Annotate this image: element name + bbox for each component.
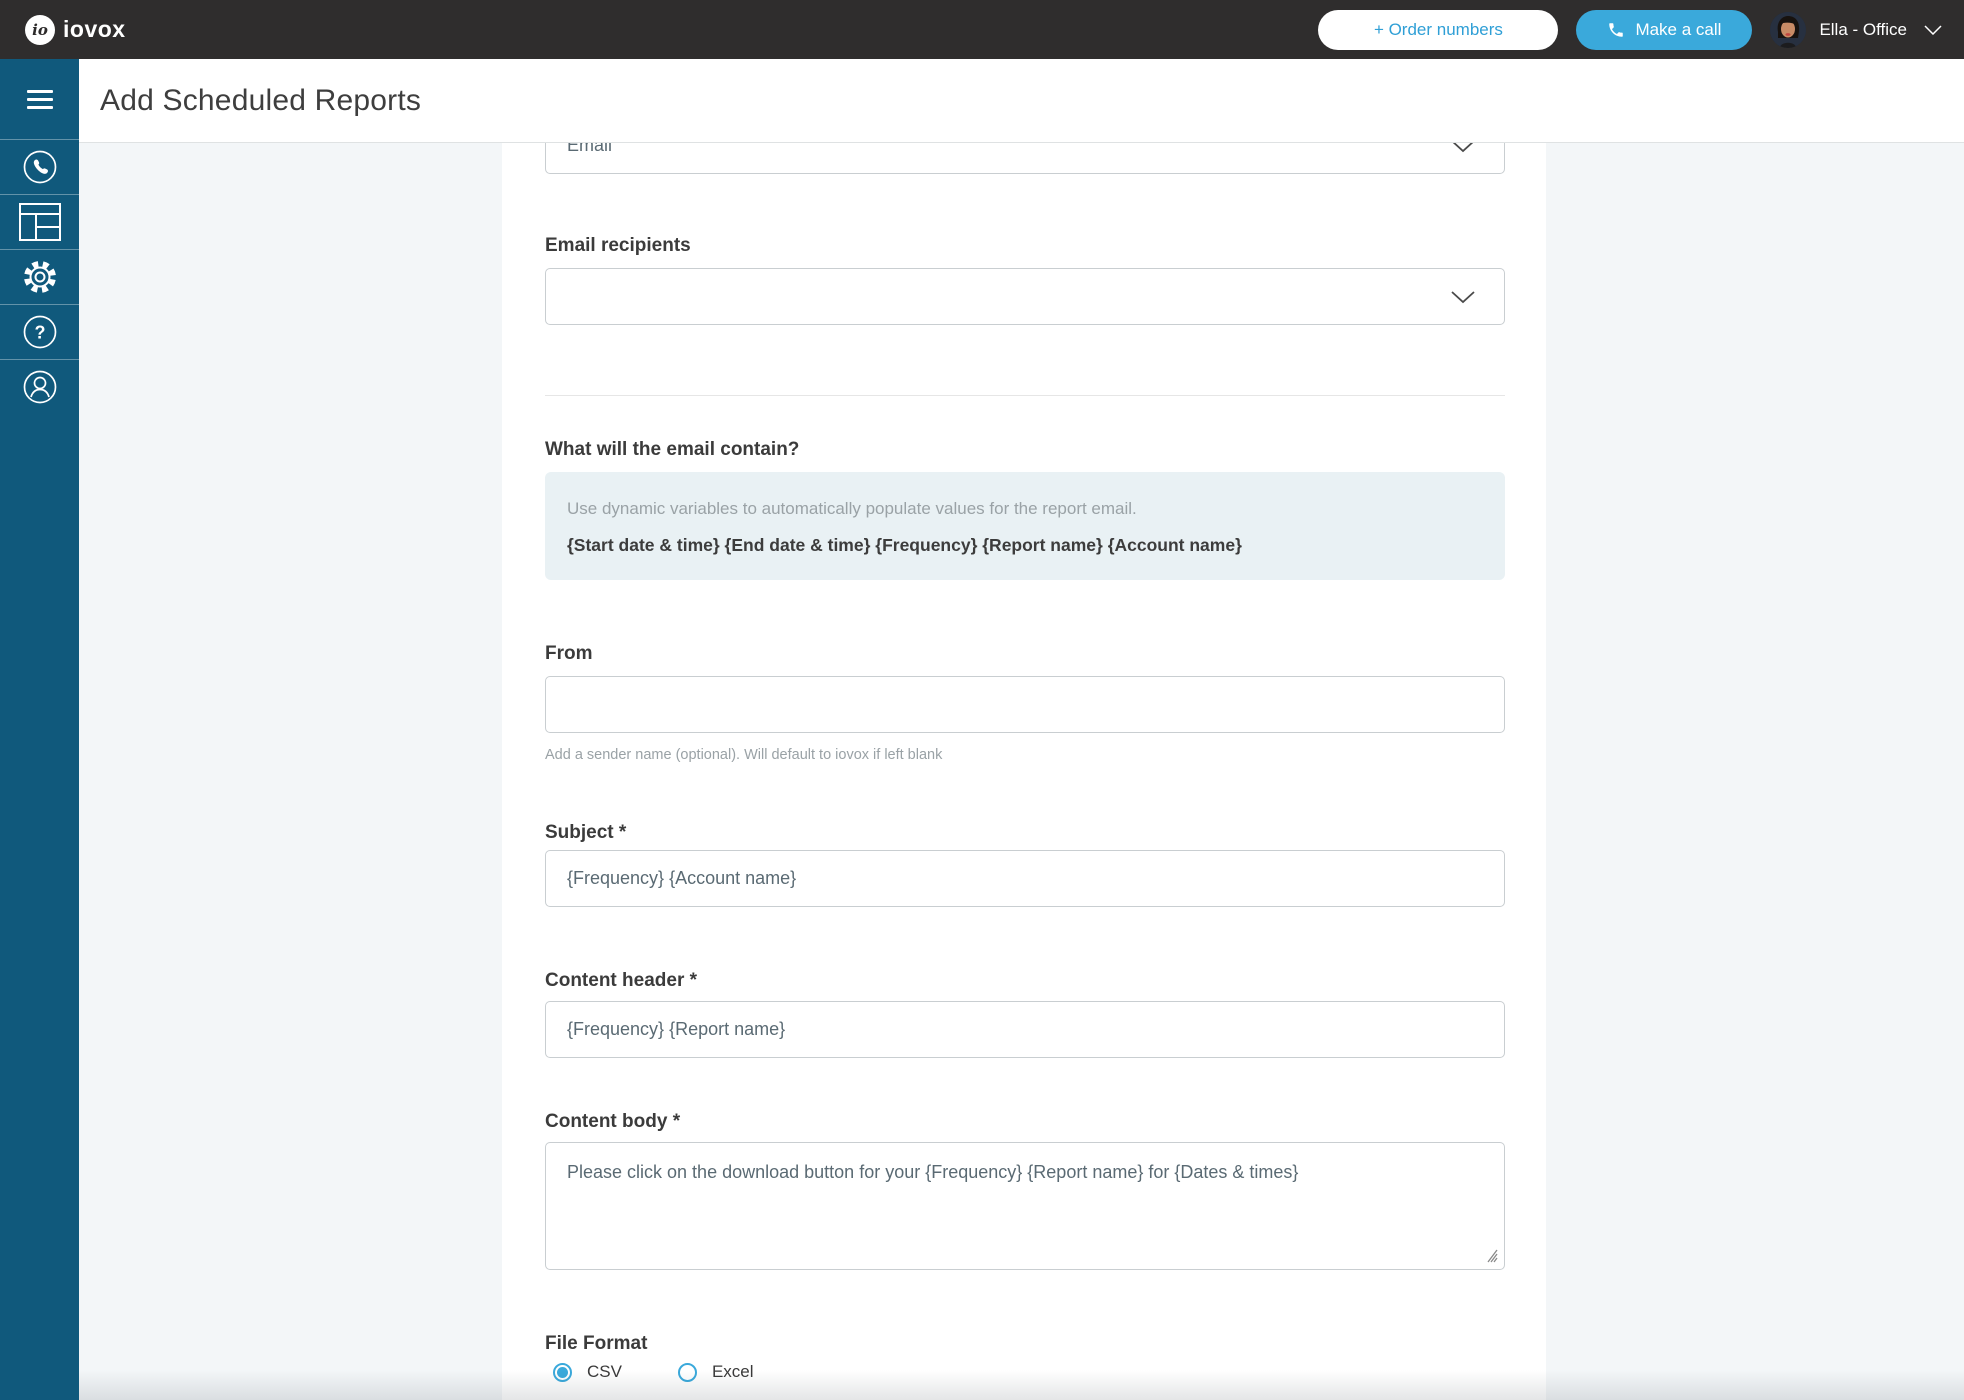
file-format-options: CSV Excel	[553, 1362, 1505, 1382]
question-circle-icon: ?	[23, 315, 57, 349]
dynamic-variables-infobox: Use dynamic variables to automatically p…	[545, 472, 1505, 580]
radio-selected-icon	[553, 1362, 572, 1382]
user-menu[interactable]: Ella - Office	[1770, 11, 1942, 48]
user-avatar	[1770, 11, 1807, 48]
layout-icon	[18, 203, 61, 241]
subject-input[interactable]	[545, 850, 1505, 907]
dynamic-variables-list: {Start date & time} {End date & time} {F…	[567, 535, 1242, 555]
subject-label: Subject *	[545, 822, 627, 843]
gear-icon	[20, 257, 60, 297]
file-format-option-csv[interactable]: CSV	[553, 1362, 622, 1382]
file-format-option-excel[interactable]: Excel	[677, 1362, 754, 1382]
resize-handle-icon[interactable]	[1483, 1248, 1498, 1263]
sidebar-item-profile[interactable]	[0, 359, 79, 414]
delivery-method-value: Email	[567, 143, 613, 155]
radio-label: CSV	[587, 1362, 622, 1381]
radio-unselected-icon	[677, 1362, 697, 1382]
content-body-textarea[interactable]: Please click on the download button for …	[545, 1142, 1505, 1270]
chevron-down-icon	[1450, 143, 1476, 153]
order-numbers-button[interactable]: + Order numbers	[1318, 9, 1559, 50]
from-input[interactable]	[545, 676, 1505, 733]
section-divider	[545, 395, 1505, 396]
page-title: Add Scheduled Reports	[100, 83, 422, 117]
person-circle-icon	[22, 369, 58, 405]
email-recipients-label: Email recipients	[545, 235, 691, 256]
dynamic-variables-hint: Use dynamic variables to automatically p…	[567, 499, 1137, 518]
file-format-label: File Format	[545, 1333, 648, 1354]
email-contents-heading: What will the email contain?	[545, 439, 800, 460]
svg-text:?: ?	[34, 323, 45, 343]
scheduled-report-form: Email Email recipients What will the ema…	[502, 143, 1546, 1400]
phone-icon	[1607, 21, 1625, 39]
make-call-label: Make a call	[1635, 19, 1722, 39]
from-helper-text: Add a sender name (optional). Will defau…	[545, 747, 943, 763]
iovox-logo-text: iovox	[63, 16, 126, 42]
sidebar-menu-toggle[interactable]	[0, 59, 79, 139]
user-name: Ella - Office	[1819, 19, 1907, 39]
content-header-label: Content header *	[545, 970, 698, 991]
phone-circle-icon	[22, 149, 58, 185]
sidebar-item-reports[interactable]	[0, 194, 79, 249]
sidebar-item-help[interactable]: ?	[0, 304, 79, 359]
from-label: From	[545, 643, 593, 664]
radio-label: Excel	[711, 1362, 754, 1381]
sidebar-item-calls[interactable]	[0, 139, 79, 194]
iovox-logo-icon: io	[25, 14, 55, 45]
email-recipients-select[interactable]	[545, 268, 1505, 325]
top-bar: io iovox + Order numbers Make a call E	[0, 0, 1964, 59]
sidebar: ?	[0, 59, 79, 1400]
chevron-down-icon	[1924, 24, 1942, 35]
make-call-button[interactable]: Make a call	[1576, 9, 1753, 50]
hamburger-icon	[26, 89, 53, 109]
content-header-input[interactable]	[545, 1001, 1505, 1058]
content-body-label: Content body *	[545, 1111, 681, 1132]
page-header: Add Scheduled Reports	[79, 59, 1964, 143]
delivery-method-select[interactable]: Email	[545, 143, 1505, 174]
chevron-down-icon	[1450, 290, 1476, 304]
iovox-logo: io iovox	[25, 14, 126, 45]
sidebar-item-settings[interactable]	[0, 249, 79, 304]
